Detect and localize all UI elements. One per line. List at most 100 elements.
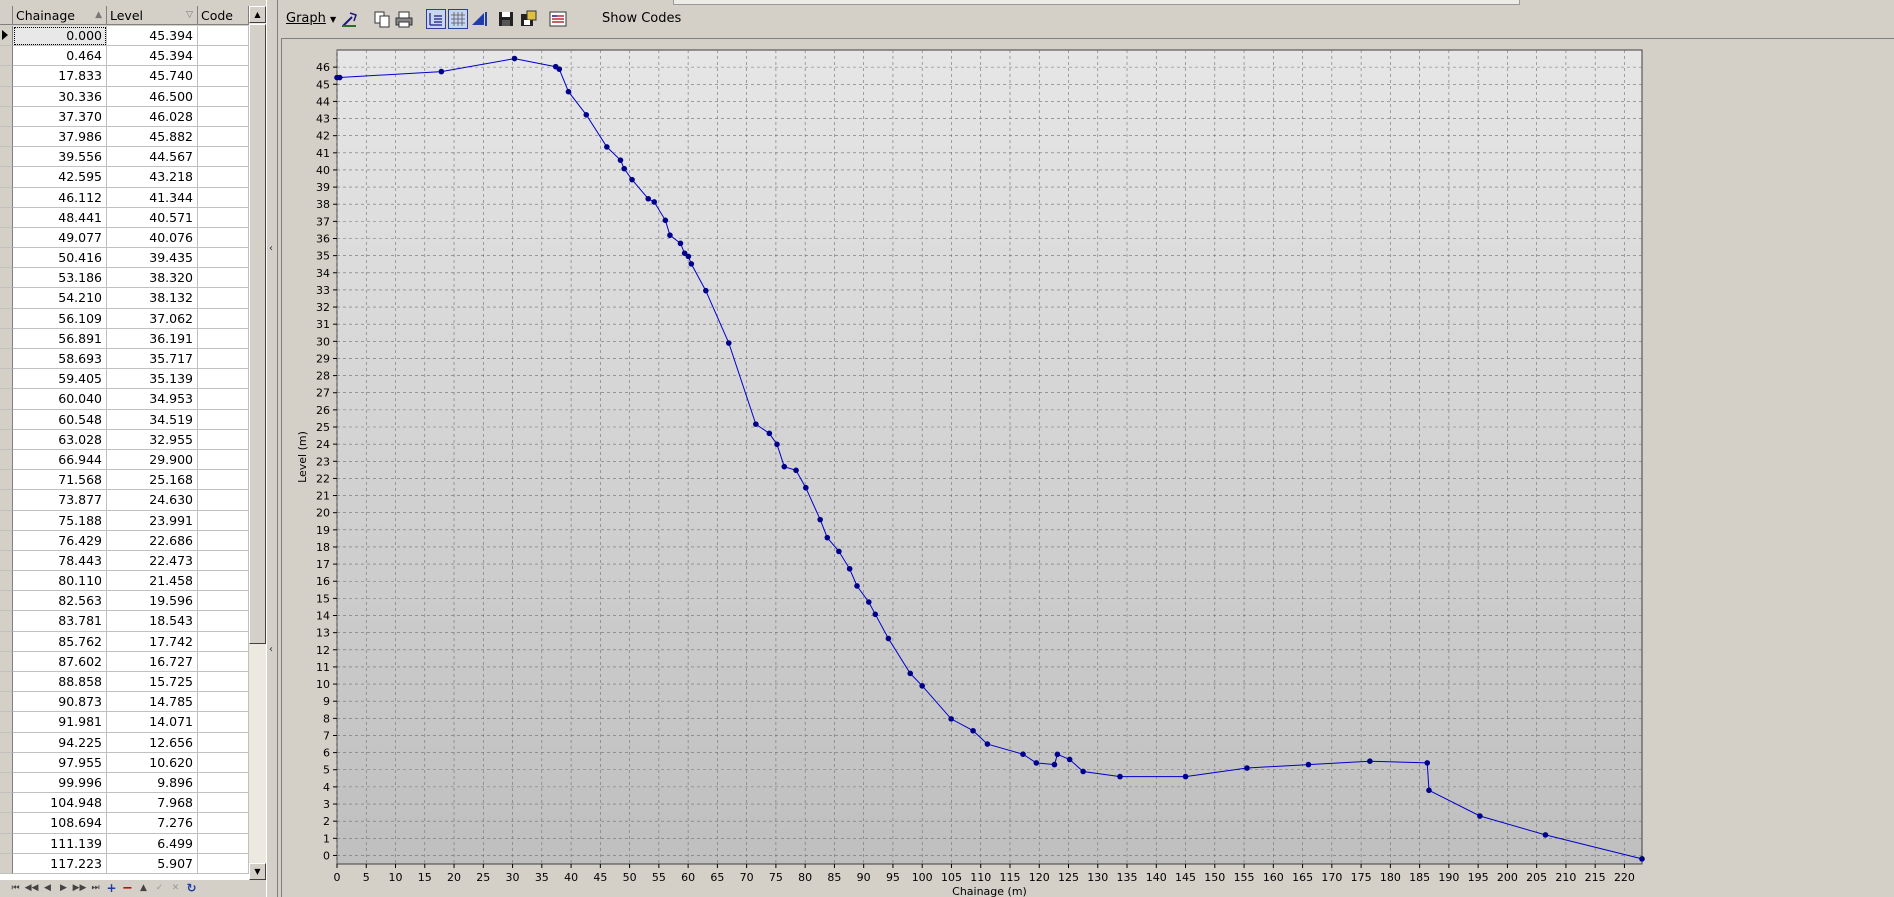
print-icon[interactable] <box>394 9 414 29</box>
code-cell[interactable] <box>198 288 249 309</box>
chainage-cell[interactable]: 50.416 <box>13 248 107 269</box>
collapse-left-icon[interactable]: ‹ <box>269 243 273 254</box>
code-cell[interactable] <box>198 167 249 188</box>
level-cell[interactable]: 41.344 <box>107 187 198 208</box>
chainage-cell[interactable]: 60.548 <box>13 409 107 430</box>
scroll-down-icon[interactable]: ▼ <box>249 863 266 880</box>
level-cell[interactable]: 35.717 <box>107 349 198 370</box>
row-selector[interactable] <box>0 732 13 753</box>
scroll-up-icon[interactable]: ▲ <box>249 6 266 23</box>
table-row[interactable]: 0.000 45.394 <box>0 26 249 47</box>
code-cell[interactable] <box>198 248 249 269</box>
chainage-cell[interactable]: 54.210 <box>13 288 107 309</box>
code-cell[interactable] <box>198 752 249 773</box>
table-row[interactable]: 75.188 23.991 <box>0 510 249 531</box>
code-cell[interactable] <box>198 692 249 713</box>
chainage-cell[interactable]: 37.370 <box>13 106 107 127</box>
code-cell[interactable] <box>198 369 249 390</box>
chainage-cell[interactable]: 80.110 <box>13 571 107 592</box>
table-row[interactable]: 111.139 6.499 <box>0 833 249 854</box>
chainage-cell[interactable]: 56.891 <box>13 328 107 349</box>
row-selector-header[interactable] <box>0 6 13 25</box>
chainage-cell[interactable]: 0.464 <box>13 46 107 67</box>
level-cell[interactable]: 43.218 <box>107 167 198 188</box>
panel-splitter[interactable]: ‹ ‹ <box>266 0 278 897</box>
chainage-cell[interactable]: 56.109 <box>13 308 107 329</box>
code-cell[interactable] <box>198 207 249 228</box>
row-selector[interactable] <box>0 651 13 672</box>
column-header-chainage[interactable]: Chainage ▲ <box>13 6 107 25</box>
code-cell[interactable] <box>198 793 249 814</box>
row-selector[interactable] <box>0 106 13 127</box>
row-selector[interactable] <box>0 349 13 370</box>
pick-point-icon[interactable] <box>340 9 360 29</box>
last-record-icon[interactable]: ⏭ <box>91 883 100 893</box>
chainage-cell[interactable]: 17.833 <box>13 66 107 87</box>
row-selector[interactable] <box>0 268 13 289</box>
chainage-cell[interactable]: 60.040 <box>13 389 107 410</box>
level-cell[interactable]: 45.882 <box>107 126 198 148</box>
refresh-icon[interactable]: ↻ <box>186 881 197 895</box>
level-cell[interactable]: 6.499 <box>107 833 198 854</box>
code-cell[interactable] <box>198 187 249 208</box>
chainage-cell[interactable]: 99.996 <box>13 772 107 794</box>
row-selector[interactable] <box>0 470 13 491</box>
chainage-cell[interactable]: 88.858 <box>13 672 107 693</box>
row-selector[interactable] <box>0 550 13 572</box>
code-cell[interactable] <box>198 449 249 471</box>
add-record-icon[interactable]: + <box>106 881 117 895</box>
level-cell[interactable]: 17.742 <box>107 631 198 652</box>
chainage-cell[interactable]: 48.441 <box>13 207 107 228</box>
row-selector[interactable] <box>0 510 13 531</box>
table-row[interactable]: 82.563 19.596 <box>0 591 249 612</box>
table-row[interactable]: 117.223 5.907 <box>0 853 249 874</box>
code-cell[interactable] <box>198 106 249 127</box>
code-cell[interactable] <box>198 712 249 733</box>
table-row[interactable]: 56.109 37.062 <box>0 308 249 329</box>
row-selector[interactable] <box>0 187 13 208</box>
export-icon[interactable] <box>518 9 538 29</box>
table-row[interactable]: 97.955 10.620 <box>0 752 249 773</box>
level-cell[interactable]: 22.473 <box>107 550 198 572</box>
level-cell[interactable]: 29.900 <box>107 449 198 471</box>
table-row[interactable]: 63.028 32.955 <box>0 429 249 450</box>
table-row[interactable]: 56.891 36.191 <box>0 328 249 349</box>
level-cell[interactable]: 46.028 <box>107 106 198 127</box>
chainage-cell[interactable]: 82.563 <box>13 591 107 612</box>
table-row[interactable]: 90.873 14.785 <box>0 692 249 713</box>
chainage-cell[interactable]: 46.112 <box>13 187 107 208</box>
level-cell[interactable]: 23.991 <box>107 510 198 531</box>
first-record-icon[interactable]: ⏮ <box>11 883 20 893</box>
row-selector[interactable] <box>0 631 13 652</box>
chart-settings-icon[interactable] <box>548 9 568 29</box>
row-selector[interactable] <box>0 248 13 269</box>
table-row[interactable]: 99.996 9.896 <box>0 772 249 794</box>
next-page-icon[interactable]: ▶▶ <box>72 883 87 893</box>
code-cell[interactable] <box>198 328 249 349</box>
row-selector[interactable] <box>0 490 13 511</box>
level-cell[interactable]: 38.320 <box>107 268 198 289</box>
table-row[interactable]: 94.225 12.656 <box>0 732 249 753</box>
row-selector[interactable] <box>0 409 13 430</box>
level-cell[interactable]: 45.394 <box>107 46 198 67</box>
level-cell[interactable]: 34.953 <box>107 389 198 410</box>
auto-scale-icon[interactable] <box>426 9 446 29</box>
row-selector[interactable] <box>0 389 13 410</box>
code-cell[interactable] <box>198 389 249 410</box>
level-cell[interactable]: 35.139 <box>107 369 198 390</box>
grid-toggle-icon[interactable] <box>448 9 468 29</box>
collapse-left-icon[interactable]: ‹ <box>269 644 273 655</box>
chainage-cell[interactable]: 111.139 <box>13 833 107 854</box>
chainage-cell[interactable]: 53.186 <box>13 268 107 289</box>
prev-record-icon[interactable]: ◀ <box>44 883 51 893</box>
row-selector[interactable] <box>0 369 13 390</box>
row-selector[interactable] <box>0 147 13 168</box>
row-selector[interactable] <box>0 672 13 693</box>
level-cell[interactable]: 32.955 <box>107 429 198 450</box>
table-row[interactable]: 80.110 21.458 <box>0 571 249 592</box>
code-cell[interactable] <box>198 510 249 531</box>
table-row[interactable]: 49.077 40.076 <box>0 227 249 249</box>
level-cell[interactable]: 10.620 <box>107 752 198 773</box>
level-cell[interactable]: 7.968 <box>107 793 198 814</box>
level-cell[interactable]: 9.896 <box>107 772 198 794</box>
